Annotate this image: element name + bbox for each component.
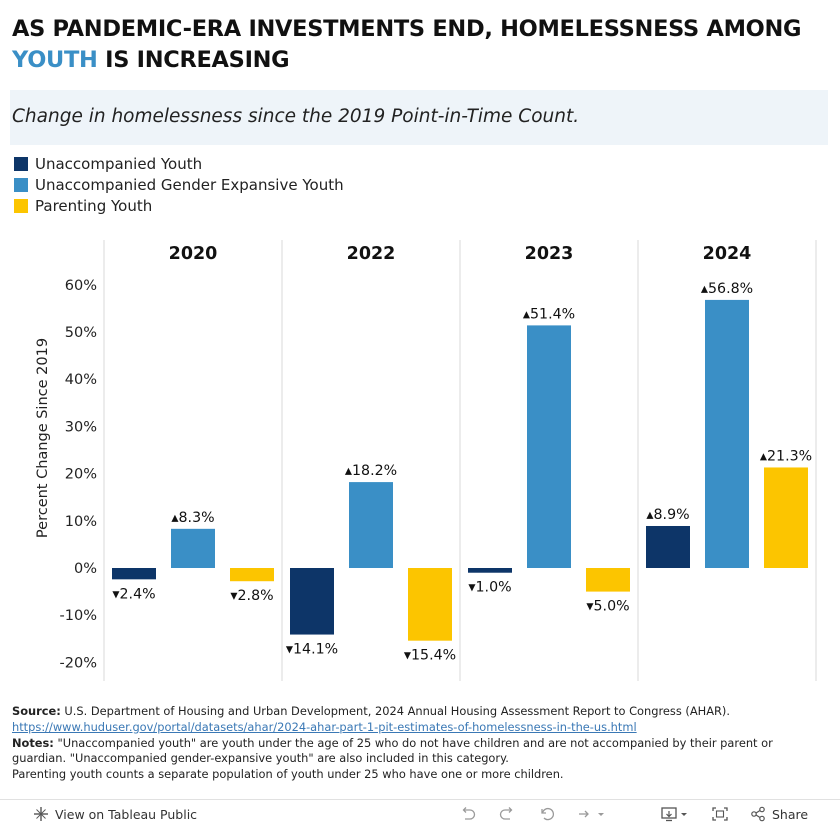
data-label: ▾15.4% xyxy=(404,648,456,664)
download-button[interactable] xyxy=(660,804,690,824)
source-text: U.S. Department of Housing and Urban Dev… xyxy=(64,704,730,718)
tableau-toolbar: View on Tableau Public Share xyxy=(0,799,840,828)
data-label: ▴51.4% xyxy=(523,306,575,322)
source-link[interactable]: https://www.huduser.gov/portal/datasets/… xyxy=(12,719,637,734)
panel-header-2024: 2024 xyxy=(703,244,752,264)
source-line: Source: U.S. Department of Housing and U… xyxy=(12,704,827,720)
legend-item-parenting-youth[interactable]: Parenting Youth xyxy=(14,195,344,216)
download-icon xyxy=(660,806,690,822)
refresh-icon xyxy=(576,806,606,822)
data-label: ▴21.3% xyxy=(760,448,812,464)
bar[interactable] xyxy=(646,525,690,568)
y-tick-label: 50% xyxy=(65,325,97,341)
bar[interactable] xyxy=(705,299,749,568)
bar[interactable] xyxy=(764,467,808,568)
source-label: Source: xyxy=(12,704,61,718)
data-label: ▴8.3% xyxy=(171,510,214,526)
y-tick-label: -10% xyxy=(60,608,97,624)
undo-button[interactable] xyxy=(459,804,477,824)
bar[interactable] xyxy=(349,482,393,568)
data-label: ▾5.0% xyxy=(586,599,629,615)
notes-text: "Unaccompanied youth" are youth under th… xyxy=(12,735,773,766)
fullscreen-icon xyxy=(711,806,729,822)
notes-line: Notes: "Unaccompanied youth" are youth u… xyxy=(12,736,827,768)
view-on-tableau-button[interactable]: View on Tableau Public xyxy=(33,804,197,824)
legend-item-gender-expansive-youth[interactable]: Unaccompanied Gender Expansive Youth xyxy=(14,174,344,195)
data-label: ▾2.4% xyxy=(112,586,155,602)
bar[interactable] xyxy=(112,568,156,580)
source-url-line: https://www.huduser.gov/portal/datasets/… xyxy=(12,720,827,736)
bar[interactable] xyxy=(230,568,274,582)
panel-header-2023: 2023 xyxy=(525,244,574,264)
bar[interactable] xyxy=(527,325,571,568)
bar-chart: -20% -10% 0% 10% 20% 30% 40% 50% 60% Percent Chan… xyxy=(35,240,817,681)
y-tick-label: 10% xyxy=(65,514,97,530)
revert-button[interactable] xyxy=(538,804,556,824)
redo-button[interactable] xyxy=(498,804,516,824)
y-tick-label: 60% xyxy=(65,278,97,294)
legend-swatch xyxy=(14,177,28,192)
bar[interactable] xyxy=(468,568,512,573)
share-icon xyxy=(750,806,766,822)
legend-swatch xyxy=(14,156,28,171)
chart-subtitle: Change in homelessness since the 2019 Po… xyxy=(12,106,580,127)
legend: Unaccompanied Youth Unaccompanied Gender… xyxy=(14,153,344,216)
y-axis-title: Percent Change Since 2019 xyxy=(35,338,51,538)
bar[interactable] xyxy=(290,568,334,635)
chart-title: AS PANDEMIC-ERA INVESTMENTS END, HOMELES… xyxy=(12,14,832,76)
data-label: ▴8.9% xyxy=(646,507,689,523)
title-line-1: AS PANDEMIC-ERA INVESTMENTS END, HOMELES… xyxy=(12,16,802,42)
legend-swatch xyxy=(14,198,28,213)
data-label: ▾1.0% xyxy=(468,580,511,596)
data-label: ▾14.1% xyxy=(286,642,338,658)
notes-label: Notes: xyxy=(12,735,54,750)
fullscreen-button[interactable] xyxy=(711,804,729,824)
legend-item-unaccompanied-youth[interactable]: Unaccompanied Youth xyxy=(14,153,344,174)
title-line-2-rest: IS INCREASING xyxy=(105,47,290,73)
refresh-button[interactable] xyxy=(576,804,606,824)
panel-header-2020: 2020 xyxy=(169,244,218,264)
share-button[interactable]: Share xyxy=(750,804,808,824)
panel-header-2022: 2022 xyxy=(347,244,396,264)
bar[interactable] xyxy=(408,568,452,641)
view-on-tableau-label: View on Tableau Public xyxy=(55,806,198,822)
data-label: ▾2.8% xyxy=(230,588,273,604)
y-tick-label: 40% xyxy=(65,372,97,388)
share-label: Share xyxy=(772,806,809,822)
legend-label: Unaccompanied Youth xyxy=(35,154,203,173)
title-line-2: YOUTH IS INCREASING xyxy=(12,45,832,76)
y-tick-label: 0% xyxy=(74,561,97,577)
notes-line-2: Parenting youth counts a separate popula… xyxy=(12,767,564,782)
undo-icon xyxy=(459,806,477,822)
subtitle-band xyxy=(10,90,828,145)
y-tick-label: 30% xyxy=(65,419,97,435)
revert-icon xyxy=(538,806,556,822)
footer: Source: U.S. Department of Housing and U… xyxy=(12,704,827,783)
redo-icon xyxy=(498,806,516,822)
y-tick-label: -20% xyxy=(60,655,97,671)
y-tick-label: 20% xyxy=(65,467,97,483)
bar[interactable] xyxy=(171,528,215,568)
bar[interactable] xyxy=(586,568,630,592)
legend-label: Parenting Youth xyxy=(35,196,153,215)
data-label: ▴56.8% xyxy=(701,281,753,297)
tableau-icon xyxy=(33,806,49,822)
data-label: ▴18.2% xyxy=(345,463,397,479)
title-highlight: YOUTH xyxy=(12,47,98,73)
legend-label: Unaccompanied Gender Expansive Youth xyxy=(35,175,344,194)
